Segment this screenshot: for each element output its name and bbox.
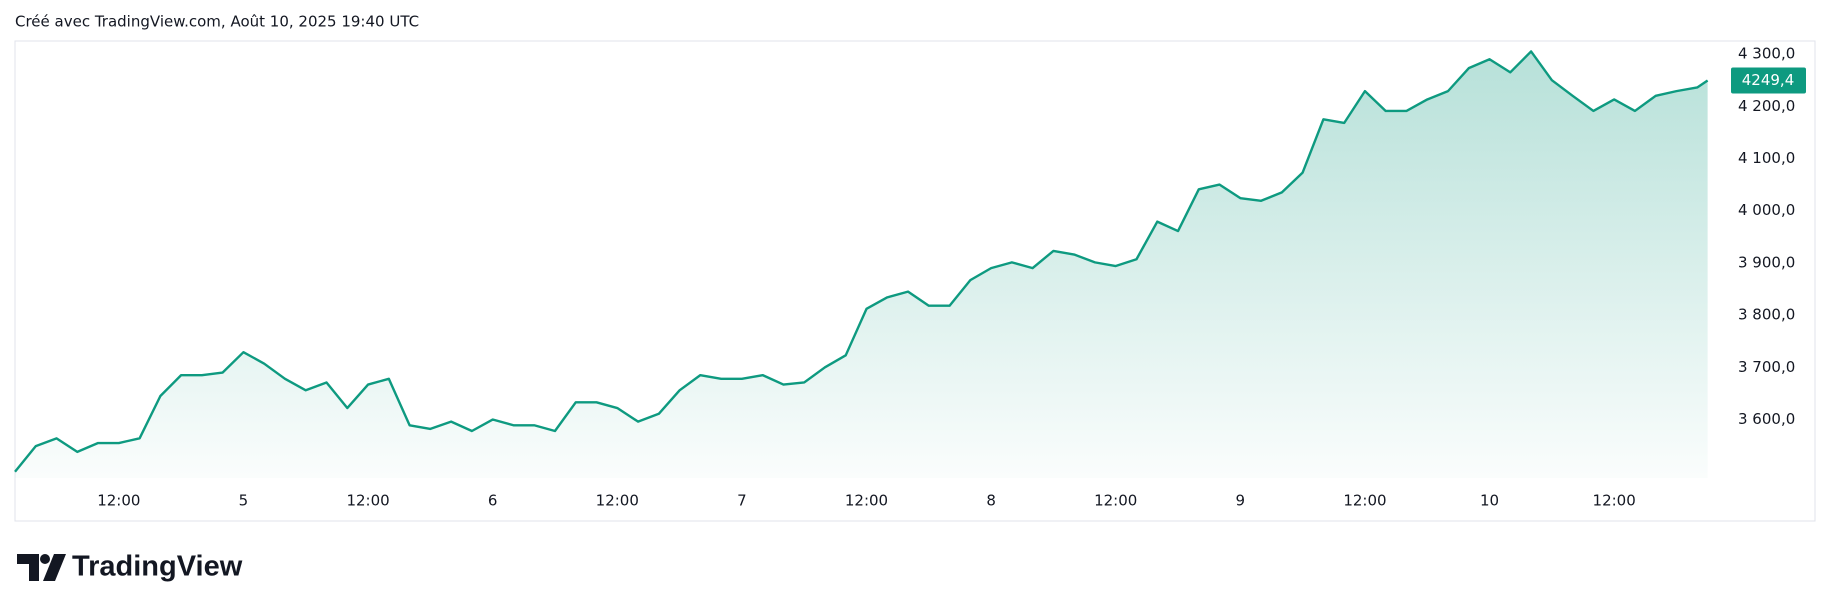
y-tick-label: 3 800,0 [1738,306,1795,324]
y-tick-label: 3 900,0 [1738,253,1795,271]
x-tick-label: 12:00 [596,492,639,510]
x-tick-label: 12:00 [97,492,140,510]
x-tick-label: 12:00 [1094,492,1137,510]
plot-area [14,50,1709,478]
y-tick-label: 4 300,0 [1738,45,1795,63]
chart-frame [14,40,1816,522]
y-tick-label: 4 000,0 [1738,201,1795,219]
x-tick-label: 8 [986,492,996,510]
y-tick-label: 3 700,0 [1738,358,1795,376]
y-tick-label: 4 200,0 [1738,97,1795,115]
price-tag-label: 4249,4 [1742,71,1795,89]
logo-text: TradingView [72,551,243,583]
price-tag [1731,67,1806,94]
price-line [14,50,1709,473]
x-tick-label: 12:00 [346,492,389,510]
area-fill [15,51,1708,478]
x-tick-label: 12:00 [845,492,888,510]
x-tick-label: 5 [239,492,249,510]
x-tick-label: 9 [1236,492,1246,510]
y-tick-label: 3 600,0 [1738,410,1795,428]
y-tick-label: 4 100,0 [1738,149,1795,167]
x-tick-label: 12:00 [1593,492,1636,510]
x-tick-label: 6 [488,492,498,510]
header-caption: Créé avec TradingView.com, Août 10, 2025… [15,13,419,31]
logo-icon [17,554,66,581]
x-tick-label: 10 [1480,492,1499,510]
x-tick-label: 12:00 [1343,492,1386,510]
x-tick-label: 7 [737,492,747,510]
